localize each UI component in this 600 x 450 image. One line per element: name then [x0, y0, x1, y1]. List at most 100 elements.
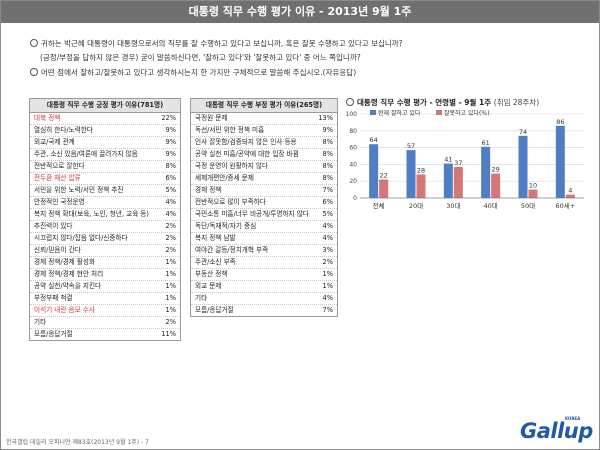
row-label: 열심히 한다/노력한다	[34, 126, 93, 134]
table-row: 신뢰/믿음이 간다 2%	[30, 245, 180, 257]
data-label: 61	[482, 139, 490, 147]
bar-negative	[565, 194, 575, 198]
row-label: 외교 문제	[195, 282, 222, 290]
bullet-icon	[30, 39, 38, 47]
row-value: 8%	[322, 174, 333, 182]
question-2: 어떤 점에서 잘하고/잘못하고 있다고 생각하시는지 한 가지만 구체적으로 말…	[30, 67, 356, 78]
row-value: 7%	[322, 186, 333, 194]
legend-swatch-positive	[370, 110, 376, 115]
row-value: 4%	[322, 294, 333, 302]
row-label: 국민소통 미흡/너무 비공개/투명하지 않다	[195, 210, 309, 218]
table-row: 기타 2%	[30, 317, 180, 329]
bar-positive	[518, 135, 528, 198]
table-row: 모름/응답거절 11%	[30, 329, 180, 340]
row-label: 전두환 재산 압류	[34, 174, 81, 182]
bar-positive	[369, 144, 379, 198]
row-value: 1%	[322, 282, 333, 290]
bar-negative	[379, 179, 389, 198]
table-row: 복지 정책 남발 4%	[191, 233, 337, 245]
bullet-icon	[346, 98, 354, 106]
bullet-icon	[30, 68, 38, 76]
bar-negative	[528, 189, 538, 198]
x-tick-label: 50대	[521, 202, 535, 210]
bar-positive	[443, 163, 453, 198]
row-value: 1%	[165, 294, 176, 302]
question-1-text: 귀하는 박근혜 대통령이 대통령으로서의 직무를 잘 수행하고 있다고 보십니까…	[41, 39, 403, 48]
table-row: 시끄럽지 않다/잡음 없다/신중하다 2%	[30, 233, 180, 245]
row-value: 4%	[322, 222, 333, 230]
row-label: 서민을 위한 노력/서민 정책 추진	[34, 186, 124, 194]
table-row: 대북 정책 22%	[30, 113, 180, 125]
table-row: 공약 실천/약속을 지킨다 1%	[30, 281, 180, 293]
row-label: 안정적인 국정운영	[34, 198, 85, 206]
table-row: 서민을 위한 노력/서민 정책 추진 5%	[30, 185, 180, 197]
logo-korea: KOREA	[565, 416, 581, 421]
row-label: 여야간 갈등/정치개혁 부족	[195, 246, 269, 254]
row-value: 2%	[165, 234, 176, 242]
table-row: 추진력이 있다 2%	[30, 221, 180, 233]
row-label: 이석기 내란 음모 수사	[34, 306, 95, 314]
table-row: 주관/소신 부족 2%	[191, 257, 337, 269]
data-label: 64	[370, 136, 378, 144]
row-label: 부동산 정책	[195, 270, 228, 278]
row-value: 11%	[161, 330, 176, 338]
bar-negative	[453, 166, 463, 198]
question-2-text: 어떤 점에서 잘하고/잘못하고 있다고 생각하시는지 한 가지만 구체적으로 말…	[41, 68, 357, 77]
table-row: 세제개편안/증세 문제 8%	[191, 173, 337, 185]
row-value: 1%	[165, 270, 176, 278]
row-value: 4%	[165, 210, 176, 218]
data-label: 57	[407, 142, 415, 150]
row-label: 전반적으로 많이 부족하다	[195, 198, 266, 206]
row-value: 9%	[322, 126, 333, 134]
table-row: 부동산 정책 1%	[191, 269, 337, 281]
row-label: 공약 실천 미흡/공약에 대한 입장 바뀜	[195, 150, 299, 158]
table-row: 독선/서민 위한 정책 미흡 9%	[191, 125, 337, 137]
table-row: 국민소통 미흡/너무 비공개/투명하지 않다 5%	[191, 209, 337, 221]
row-value: 2%	[165, 222, 176, 230]
gallup-logo: Gallup	[520, 419, 593, 443]
row-label: 국정원 문제	[195, 114, 228, 122]
row-label: 공약 실천/약속을 지킨다	[34, 282, 102, 290]
row-value: 4%	[322, 234, 333, 242]
row-label: 독선/서민 위한 정책 미흡	[195, 126, 265, 134]
page-title: 대통령 직무 수행 평가 이유 - 2013년 9월 1주	[1, 1, 599, 23]
row-value: 1%	[165, 282, 176, 290]
row-value: 5%	[322, 210, 333, 218]
chart-title-sub: (취임 28주차)	[493, 98, 540, 107]
legend-label-positive: 현재 잘하고 있다	[378, 110, 421, 117]
row-label: 인사 잘못함/검증되지 않은 인사 등용	[195, 138, 297, 146]
table-row: 경제 정책 7%	[191, 185, 337, 197]
table-row: 국정원 문제 13%	[191, 113, 337, 125]
row-label: 복지 정책 확대(보육, 노인, 청년, 교육 등)	[34, 210, 150, 218]
row-value: 1%	[165, 258, 176, 266]
row-value: 4%	[165, 198, 176, 206]
row-value: 6%	[165, 174, 176, 182]
x-tick-label: 20대	[409, 202, 423, 210]
y-tick-label: 100	[346, 111, 358, 118]
data-label: 10	[529, 182, 537, 190]
chart-title-main: 대통령 직무 수행 평가 - 연령별 - 9월 1주	[357, 98, 492, 107]
data-label: 37	[454, 159, 462, 167]
question-1-followup: (긍정/부정을 답하지 않은 경우) 굳이 말씀하신다면, '잘하고 있다'와 …	[40, 53, 361, 62]
data-label: 41	[444, 156, 452, 164]
legend-swatch-negative	[436, 110, 442, 115]
row-value: 2%	[165, 318, 176, 326]
table-row: 공약 실천 미흡/공약에 대한 입장 바뀜 8%	[191, 149, 337, 161]
row-value: 8%	[165, 162, 176, 170]
y-tick-label: 0	[353, 195, 357, 202]
table-row: 독단/독재적/자기 중심 4%	[191, 221, 337, 233]
data-label: 29	[492, 166, 500, 174]
bar-positive	[406, 150, 416, 198]
table-row: 경제 정책/경제 현안 처리 1%	[30, 269, 180, 281]
row-label: 모름/응답거절	[195, 306, 234, 314]
data-label: 28	[417, 166, 425, 174]
positive-reasons-table: 대통령 직무 수행 긍정 평가 이유(781명) 대북 정책 22% 열심히 한다/…	[29, 98, 181, 341]
y-tick-label: 40	[349, 161, 357, 168]
row-value: 2%	[322, 258, 333, 266]
data-label: 22	[380, 172, 388, 180]
table-row: 기타 4%	[191, 293, 337, 305]
table-row: 외교/국제 관계 9%	[30, 137, 180, 149]
x-tick-label: 전체	[373, 201, 385, 210]
table-row: 인사 잘못함/검증되지 않은 인사 등용 8%	[191, 137, 337, 149]
table-row: 부정부패 척결 1%	[30, 293, 180, 305]
